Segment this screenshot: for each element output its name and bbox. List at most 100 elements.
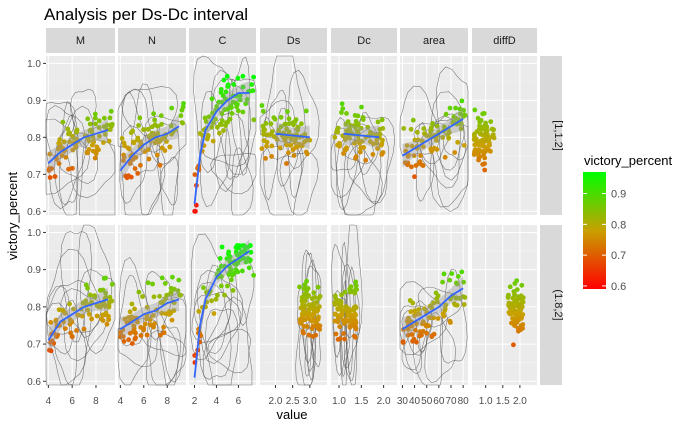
data-point	[456, 295, 462, 301]
data-point	[286, 121, 292, 127]
data-point	[135, 319, 140, 325]
data-point	[62, 310, 68, 316]
data-point	[224, 73, 230, 79]
data-point	[414, 129, 420, 135]
data-point	[424, 330, 429, 336]
data-point	[374, 137, 380, 143]
data-point	[138, 139, 143, 145]
data-point	[129, 341, 135, 346]
data-point	[409, 164, 414, 170]
y-tick-label: 0.7	[27, 170, 41, 181]
x-tick-label: 30	[397, 396, 409, 407]
data-point	[221, 128, 226, 133]
facet-panel	[399, 56, 469, 215]
data-point	[512, 292, 517, 297]
density-contour	[330, 132, 365, 198]
data-point	[63, 154, 69, 160]
data-point	[303, 108, 309, 114]
data-point	[354, 128, 360, 134]
data-point	[87, 121, 93, 127]
data-point	[512, 281, 518, 286]
data-point	[347, 286, 353, 292]
density-contour	[339, 279, 347, 386]
data-point	[67, 301, 72, 307]
density-contour	[304, 332, 315, 377]
data-point	[176, 277, 182, 283]
density-contour	[354, 116, 396, 203]
data-point	[333, 331, 339, 337]
data-point	[431, 315, 436, 321]
smooth-line	[119, 125, 180, 172]
legend-colorbar	[583, 172, 606, 289]
data-point	[426, 315, 432, 320]
density-contour	[431, 115, 469, 213]
data-point	[159, 121, 164, 127]
data-point	[418, 153, 423, 159]
data-point	[128, 174, 134, 180]
data-point	[70, 135, 76, 141]
data-point	[282, 138, 288, 144]
data-point	[157, 293, 163, 299]
data-point	[377, 131, 383, 137]
data-point	[159, 275, 165, 281]
data-point	[406, 332, 411, 338]
data-point	[353, 154, 359, 160]
data-point	[142, 149, 148, 155]
data-point	[47, 175, 53, 180]
data-point	[243, 259, 249, 265]
column-strip	[260, 28, 327, 53]
column-strip	[46, 28, 115, 53]
data-point	[407, 298, 413, 303]
data-point	[127, 330, 133, 336]
data-point	[261, 138, 267, 144]
data-point	[447, 105, 453, 111]
y-tick-label: 0.6	[27, 377, 41, 388]
density-contour	[60, 231, 93, 343]
data-point	[472, 107, 478, 113]
data-point	[355, 113, 361, 119]
data-point	[351, 140, 357, 146]
data-point	[477, 123, 482, 129]
data-point	[48, 348, 54, 354]
data-point	[479, 131, 485, 137]
data-point	[226, 272, 232, 277]
data-point	[107, 294, 113, 300]
data-point	[56, 307, 62, 313]
data-point	[68, 330, 73, 336]
data-point	[150, 281, 156, 287]
x-tick-label: 4	[214, 396, 220, 407]
data-point	[342, 336, 348, 342]
data-point	[205, 132, 211, 138]
density-contour	[146, 310, 179, 386]
data-point	[380, 150, 386, 155]
data-point	[51, 340, 57, 346]
data-point	[141, 127, 147, 132]
density-contour	[160, 156, 179, 206]
data-point	[179, 107, 185, 113]
data-point	[375, 119, 381, 125]
data-point	[129, 301, 135, 307]
density-contour	[417, 286, 462, 328]
data-point	[285, 109, 290, 114]
density-contour	[159, 326, 182, 386]
data-point	[175, 288, 181, 294]
data-point	[218, 283, 224, 289]
data-point	[303, 149, 309, 155]
data-point	[217, 256, 223, 261]
x-tick-label: 6	[141, 396, 147, 407]
data-point	[260, 108, 266, 114]
data-point	[121, 158, 126, 164]
data-point	[55, 332, 60, 338]
density-contour	[436, 66, 469, 181]
data-point	[506, 292, 511, 298]
legend-title: victory_percent	[584, 153, 673, 168]
density-contour	[200, 112, 249, 167]
data-point	[225, 119, 231, 125]
data-point	[447, 277, 453, 283]
data-point	[158, 300, 164, 305]
data-point	[145, 147, 151, 152]
data-point	[336, 140, 342, 146]
data-point	[301, 324, 307, 329]
data-point	[132, 306, 138, 312]
data-point	[302, 282, 308, 288]
